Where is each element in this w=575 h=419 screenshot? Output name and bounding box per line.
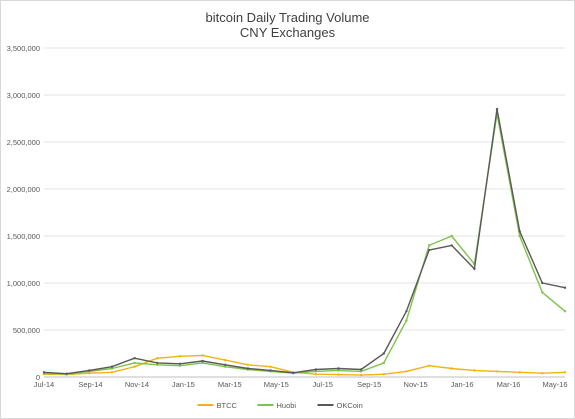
data-point	[201, 354, 204, 357]
data-point	[541, 291, 544, 294]
data-point	[405, 370, 408, 373]
data-point	[518, 234, 521, 238]
data-point	[427, 248, 431, 252]
data-point	[563, 371, 567, 374]
data-point	[473, 267, 476, 271]
data-point	[427, 364, 431, 367]
data-point	[359, 370, 363, 373]
y-tick-label: 1,500,000	[7, 232, 40, 241]
chart-title: bitcoin Daily Trading Volume	[205, 10, 370, 25]
x-tick-label: Jan-16	[451, 380, 474, 389]
data-point	[178, 362, 182, 365]
data-point	[178, 364, 182, 367]
chart-subtitle: CNY Exchanges	[239, 25, 336, 40]
data-point	[337, 369, 340, 372]
data-point	[156, 361, 159, 365]
data-point	[314, 370, 317, 373]
data-point	[314, 368, 317, 371]
data-point	[224, 365, 227, 368]
data-point	[224, 358, 227, 362]
data-point	[337, 367, 340, 370]
x-tick-label: Jul-15	[313, 380, 333, 389]
series-line-okcoin	[43, 108, 566, 375]
data-point	[156, 363, 159, 366]
legend-label: BTCC	[217, 401, 238, 410]
data-point	[541, 281, 544, 285]
y-tick-label: 1,000,000	[7, 279, 40, 288]
data-point	[201, 361, 204, 365]
data-point	[269, 365, 272, 368]
data-point	[178, 355, 182, 358]
data-point	[495, 370, 499, 373]
x-tick-label: Nov-15	[404, 380, 428, 389]
data-point	[42, 371, 46, 374]
y-tick-label: 3,000,000	[7, 91, 40, 100]
data-point	[405, 319, 408, 322]
data-point	[246, 363, 250, 366]
data-point	[292, 371, 295, 374]
data-point	[541, 372, 544, 375]
data-point	[382, 352, 385, 355]
data-point	[563, 286, 567, 289]
data-point	[269, 369, 272, 372]
x-tick-label: Jul-14	[34, 380, 54, 389]
data-point	[110, 365, 114, 368]
data-point	[450, 234, 453, 238]
data-point	[473, 369, 476, 372]
data-point	[359, 368, 363, 371]
data-point	[495, 107, 499, 111]
data-point	[359, 373, 363, 377]
data-point	[246, 367, 250, 370]
data-point	[427, 244, 431, 247]
x-tick-label: Jan-15	[172, 380, 195, 389]
data-point	[133, 365, 136, 368]
data-point	[156, 357, 159, 360]
data-point	[382, 361, 385, 365]
series-line-huobi	[43, 113, 566, 375]
data-point	[518, 230, 521, 233]
y-tick-label: 0	[36, 373, 40, 382]
x-tick-label: Nov-14	[125, 380, 149, 389]
legend-label: Huobi	[277, 401, 297, 410]
data-point	[88, 372, 91, 375]
x-tick-label: Sep-14	[78, 380, 102, 389]
y-tick-label: 3,500,000	[7, 44, 40, 53]
y-tick-label: 500,000	[13, 326, 40, 335]
data-point	[314, 373, 317, 376]
data-point	[133, 357, 136, 360]
data-point	[337, 373, 340, 376]
data-point	[450, 367, 453, 370]
data-point	[88, 369, 91, 372]
x-tick-label: May-15	[264, 380, 289, 389]
data-point	[382, 373, 385, 376]
data-point	[405, 310, 408, 313]
data-point	[450, 244, 453, 247]
data-point	[110, 367, 114, 370]
data-point	[224, 363, 227, 366]
y-tick-label: 2,000,000	[7, 185, 40, 194]
data-point	[201, 359, 204, 363]
x-tick-label: Mar-15	[218, 380, 242, 389]
x-tick-label: Sep-15	[357, 380, 381, 389]
y-tick-label: 2,500,000	[7, 138, 40, 147]
data-point	[110, 371, 114, 374]
data-point	[65, 372, 68, 375]
x-tick-label: May-16	[542, 380, 567, 389]
legend-label: OKCoin	[337, 401, 363, 410]
series-line-btcc	[43, 354, 566, 376]
data-point	[563, 310, 567, 313]
data-point	[133, 361, 136, 365]
data-point	[518, 371, 521, 374]
x-tick-label: Mar-16	[497, 380, 521, 389]
